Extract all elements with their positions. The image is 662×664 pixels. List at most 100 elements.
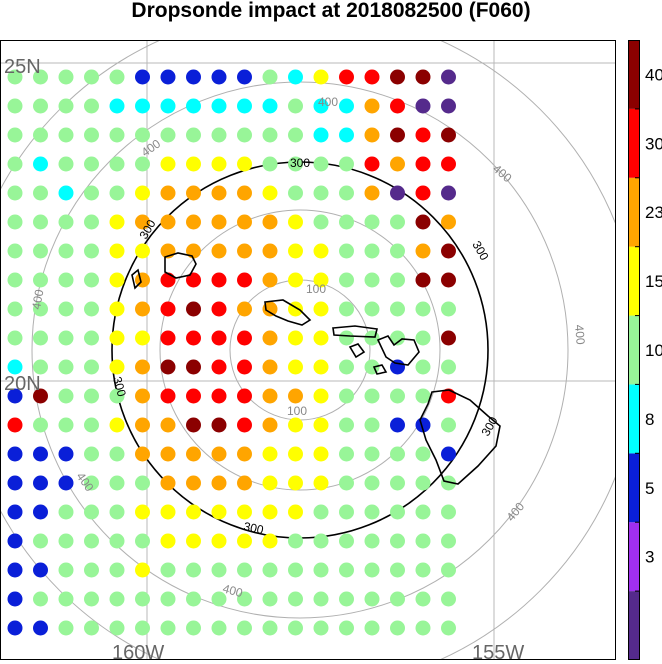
dropsonde-dot	[339, 591, 354, 607]
dropsonde-dot	[390, 214, 405, 230]
dropsonde-dot	[288, 504, 303, 520]
dropsonde-dot	[160, 272, 176, 288]
ring-label-300-right: 300	[469, 239, 491, 264]
dropsonde-dot	[160, 475, 176, 491]
dropsonde-dot	[441, 533, 456, 549]
dropsonde-dot	[135, 417, 150, 433]
dropsonde-dot	[160, 591, 176, 607]
dropsonde-dot	[7, 417, 23, 433]
dropsonde-dot	[364, 620, 380, 636]
ring-label-400-left: 400	[29, 288, 46, 310]
colorbar-segment	[628, 522, 640, 592]
dropsonde-dot	[364, 301, 380, 317]
dropsonde-dot	[415, 591, 431, 607]
dropsonde-dot	[186, 504, 201, 520]
dropsonde-dot	[186, 446, 201, 462]
dropsonde-dot	[390, 272, 405, 288]
dropsonde-dot	[84, 156, 99, 172]
dropsonde-dot	[7, 185, 23, 201]
ring-200km	[159, 209, 441, 491]
dropsonde-dot	[109, 243, 125, 259]
dropsonde-dot	[390, 243, 405, 259]
dropsonde-dot	[441, 301, 456, 317]
dropsonde-dot	[186, 359, 201, 375]
dropsonde-dot	[364, 272, 380, 288]
dropsonde-dot	[237, 591, 252, 607]
dropsonde-dot	[415, 359, 431, 375]
dropsonde-dot	[33, 475, 48, 491]
dropsonde-dot	[186, 156, 201, 172]
dropsonde-dot	[288, 562, 303, 578]
dropsonde-dot	[415, 98, 431, 114]
dropsonde-dot	[160, 359, 176, 375]
dropsonde-dot	[364, 562, 380, 578]
dropsonde-dot	[186, 417, 201, 433]
dropsonde-dot	[211, 388, 227, 404]
dropsonde-dot	[313, 98, 329, 114]
colorbar-segment	[628, 246, 640, 316]
dropsonde-dot	[415, 330, 431, 346]
colorbar-segment	[628, 591, 640, 660]
dropsonde-dot	[58, 562, 74, 578]
dropsonde-dot	[211, 243, 227, 259]
dropsonde-dot	[441, 127, 456, 143]
dropsonde-dot	[7, 243, 23, 259]
dropsonde-dot	[84, 446, 99, 462]
dropsonde-dot	[33, 359, 48, 375]
niihau-outline	[131, 268, 142, 290]
dropsonde-dot	[160, 69, 176, 85]
dropsonde-dot	[415, 533, 431, 549]
dropsonde-dot	[84, 243, 99, 259]
dropsonde-dot	[186, 330, 201, 346]
dropsonde-dot	[84, 185, 99, 201]
dropsonde-dot	[441, 185, 456, 201]
dropsonde-dot	[288, 533, 303, 549]
dropsonde-dot	[109, 504, 125, 520]
dropsonde-dot	[84, 533, 99, 549]
dropsonde-dot	[186, 301, 201, 317]
dropsonde-dot	[339, 243, 354, 259]
dropsonde-dot	[390, 562, 405, 578]
dropsonde-dot	[84, 620, 99, 636]
colorbar-tick-label: 10	[645, 341, 662, 360]
dropsonde-dot	[237, 272, 252, 288]
dropsonde-dot	[58, 69, 74, 85]
dropsonde-dot	[237, 533, 252, 549]
dropsonde-dot	[84, 301, 99, 317]
dropsonde-dot	[237, 98, 252, 114]
colorbar-segment	[628, 177, 640, 247]
dropsonde-dot	[339, 301, 354, 317]
dropsonde-impact-dots	[7, 69, 456, 636]
dropsonde-dot	[339, 359, 354, 375]
dropsonde-dot	[186, 243, 201, 259]
dropsonde-dot	[135, 156, 150, 172]
dropsonde-dot	[415, 620, 431, 636]
dropsonde-dot	[7, 330, 23, 346]
dropsonde-dot	[33, 533, 48, 549]
dropsonde-dot	[364, 156, 380, 172]
dropsonde-dot	[441, 330, 456, 346]
hawaiian-islands	[131, 252, 501, 485]
dropsonde-dot	[390, 127, 405, 143]
dropsonde-dot	[415, 243, 431, 259]
dropsonde-dot	[390, 475, 405, 491]
dropsonde-dot	[313, 591, 329, 607]
dropsonde-dot	[390, 417, 405, 433]
dropsonde-dot	[109, 272, 125, 288]
lon-label-155w: 155W	[472, 642, 524, 664]
big-island-outline	[419, 389, 501, 485]
dropsonde-dot	[109, 156, 125, 172]
dropsonde-dot	[415, 417, 431, 433]
dropsonde-dot	[390, 301, 405, 317]
dropsonde-dot	[262, 591, 278, 607]
dropsonde-dot	[7, 475, 23, 491]
dropsonde-dot	[288, 98, 303, 114]
dropsonde-dot	[33, 214, 48, 230]
dropsonde-dot	[7, 272, 23, 288]
dropsonde-dot	[186, 533, 201, 549]
dropsonde-dot	[441, 475, 456, 491]
dropsonde-dot	[364, 388, 380, 404]
dropsonde-dot	[364, 214, 380, 230]
dropsonde-dot	[390, 388, 405, 404]
